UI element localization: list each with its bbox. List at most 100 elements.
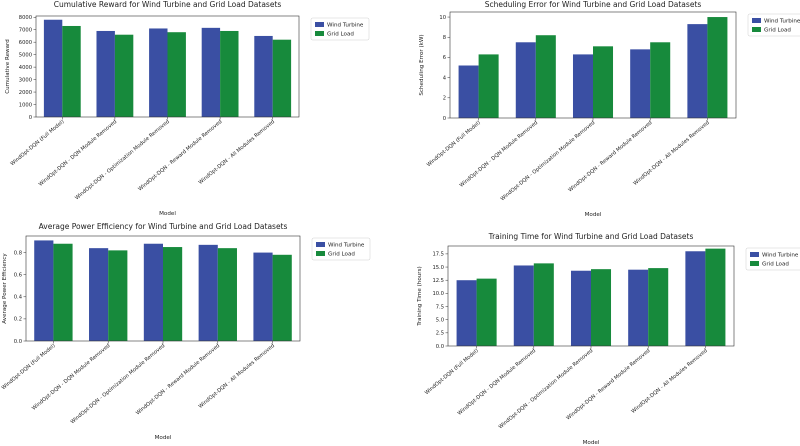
legend: Wind Turbine Grid Load [747, 13, 800, 37]
legend-label: Grid Load [762, 262, 789, 268]
bar-grid-load [593, 46, 614, 119]
bar-grid-load [272, 39, 292, 117]
bar-grid-load [272, 254, 292, 341]
bar-grid-load [648, 268, 669, 346]
bar-wind-turbine [254, 35, 273, 117]
y-tick-label: 6000 [19, 40, 32, 46]
x-axis-label: Model [583, 440, 600, 446]
y-tick-label: 4 [443, 75, 447, 81]
bar-grid-load [591, 269, 612, 346]
y-tick-label: 0.8 [14, 250, 22, 256]
legend-box [311, 237, 371, 261]
legend-label: Grid Load [327, 32, 354, 38]
bar-grid-load [705, 248, 726, 346]
y-tick-label: 0 [443, 116, 446, 122]
bar-wind-turbine [143, 243, 163, 341]
bar-grid-load [650, 42, 671, 118]
bar-grid-load [108, 250, 128, 341]
bar-wind-turbine [201, 27, 221, 117]
bar-wind-turbine [685, 251, 706, 346]
y-tick-label: 0.6 [14, 272, 22, 278]
bar-wind-turbine [253, 252, 273, 341]
bar-grid-load [114, 34, 134, 117]
x-tick-label: WindOpt-DQN - Optimization Module Remove… [74, 119, 171, 201]
bar-wind-turbine [458, 65, 479, 118]
y-axis-label: Scheduling Error (kW) [419, 34, 425, 95]
bar-wind-turbine [149, 28, 168, 118]
x-tick-label: WindOpt-DQN - Reward Module Removed [137, 119, 223, 193]
bar-wind-turbine [687, 24, 708, 118]
bar-grid-load [535, 35, 556, 118]
bar-grid-load [62, 25, 81, 117]
legend-swatch [316, 251, 325, 256]
y-tick-label: 1000 [19, 102, 32, 108]
legend-label: Wind Turbine [327, 23, 364, 29]
y-tick-label: 5.0 [436, 317, 444, 323]
bar-grid-load [478, 54, 499, 118]
bar-grid-load [217, 248, 237, 341]
chart-title: Average Power Efficiency for Wind Turbin… [39, 222, 288, 231]
y-tick-label: 7000 [19, 28, 32, 34]
bar-wind-turbine [572, 54, 593, 118]
legend: Wind Turbine Grid Load [311, 237, 371, 261]
y-tick-label: 15.0 [432, 265, 444, 271]
y-tick-label: 4000 [19, 65, 32, 71]
legend-label: Wind Turbine [762, 253, 799, 259]
legend-swatch [750, 261, 759, 266]
y-tick-label: 12.5 [432, 278, 444, 284]
bar-wind-turbine [96, 30, 115, 117]
y-axis-label: Cumulative Reward [5, 39, 11, 94]
legend-label: Grid Load [328, 252, 355, 258]
legend-swatch [315, 22, 324, 27]
plot-frame [35, 15, 300, 118]
y-tick-label: 8000 [19, 15, 32, 21]
y-tick-label: 2.5 [436, 331, 444, 337]
legend-swatch [316, 242, 325, 247]
bar-grid-load [167, 32, 186, 117]
plot-frame [25, 235, 301, 342]
y-tick-label: 2 [443, 96, 446, 102]
bar-grid-load [220, 30, 239, 117]
x-tick-label: WindOpt-DQN (Full Model) [426, 120, 482, 168]
y-tick-label: 3000 [19, 77, 32, 83]
x-tick-label: WindOpt-DQN - Optimization Module Remove… [70, 343, 167, 425]
x-axis-label: Model [155, 435, 172, 441]
plot-frame [447, 245, 735, 347]
bar-wind-turbine [513, 265, 534, 346]
y-axis-label: Training Time (hours) [417, 266, 423, 326]
y-tick-label: 10.0 [432, 291, 444, 297]
x-tick-label: WindOpt-DQN (Full Model) [424, 348, 480, 396]
chart-panel-4: Training Time for Wind Turbine and Grid … [417, 232, 800, 446]
legend: Wind Turbine Grid Load [745, 247, 800, 271]
bar-wind-turbine [630, 49, 651, 118]
chart-panel-1: Cumulative Reward for Wind Turbine and G… [5, 0, 370, 217]
bar-grid-load [53, 243, 73, 341]
legend-swatch [750, 252, 759, 257]
bar-wind-turbine [628, 269, 649, 346]
x-tick-label: WindOpt-DQN - Optimization Module Remove… [498, 348, 595, 430]
legend-label: Grid Load [764, 28, 791, 34]
chart-title: Cumulative Reward for Wind Turbine and G… [54, 0, 282, 9]
x-tick-label: WindOpt-DQN - Optimization Module Remove… [500, 120, 597, 202]
chart-panel-2: Scheduling Error for Wind Turbine and Gr… [419, 0, 800, 218]
legend-label: Wind Turbine [328, 243, 365, 249]
bar-grid-load [163, 247, 183, 341]
chart-panel-3: Average Power Efficiency for Wind Turbin… [1, 222, 371, 441]
bar-grid-load [476, 278, 497, 346]
bar-wind-turbine [43, 19, 63, 118]
x-tick-label: WindOpt-DQN (Full Model) [1, 343, 57, 391]
y-axis-label: Average Power Efficiency [2, 253, 8, 324]
y-tick-label: 6 [443, 55, 446, 61]
y-tick-label: 0.0 [14, 339, 22, 345]
y-tick-label: 10 [439, 15, 446, 21]
y-tick-label: 17.5 [432, 252, 444, 258]
y-tick-label: 0.4 [14, 295, 23, 301]
y-tick-label: 0.0 [436, 344, 444, 350]
legend-swatch [315, 31, 324, 36]
bar-wind-turbine [89, 248, 109, 341]
bar-wind-turbine [570, 270, 591, 346]
y-tick-label: 7.5 [436, 304, 444, 310]
y-tick-label: 2000 [19, 90, 32, 96]
x-axis-label: Model [585, 212, 602, 218]
